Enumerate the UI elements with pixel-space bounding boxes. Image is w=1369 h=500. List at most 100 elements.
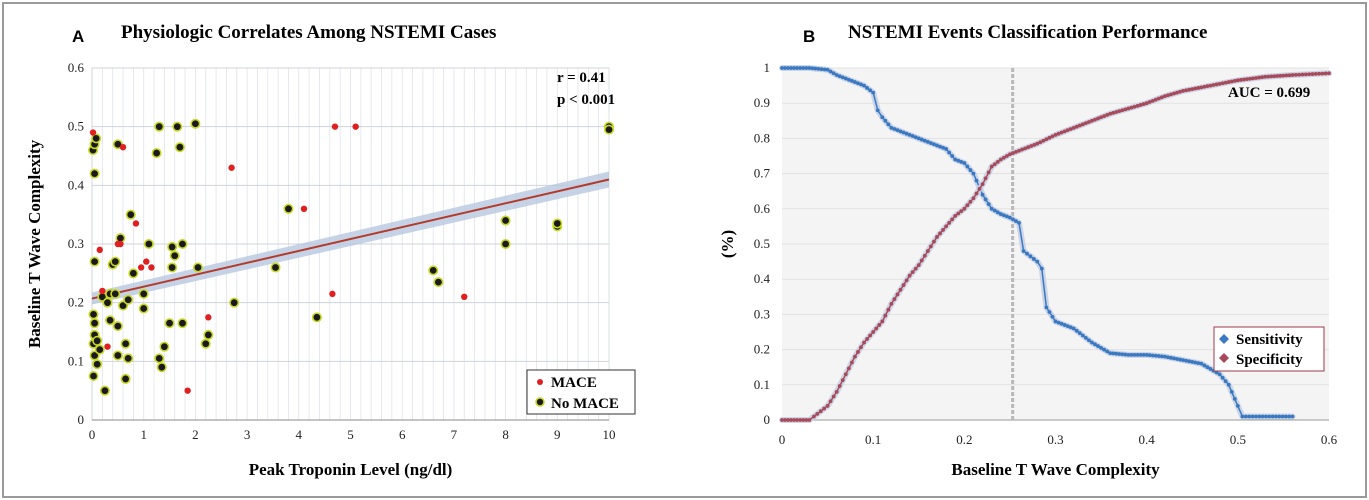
specificity-point <box>1190 87 1195 92</box>
specificity-point <box>1323 71 1328 76</box>
specificity-point <box>1102 114 1107 119</box>
x-tick-label: 5 <box>347 427 354 442</box>
x-tick-label: 8 <box>502 427 509 442</box>
mace-point <box>137 264 145 271</box>
specificity-point <box>1132 104 1137 109</box>
specificity-point <box>1123 107 1128 112</box>
y-tick-label: 0.9 <box>754 95 770 110</box>
y-tick-label: 0.4 <box>754 271 771 286</box>
sensitivity-point <box>1035 259 1040 264</box>
sensitivity-point <box>1105 349 1110 354</box>
sensitivity-point <box>1277 414 1282 419</box>
specificity-point <box>871 330 876 334</box>
x-tick-label: 10 <box>603 427 616 442</box>
sensitivity-point <box>1181 358 1186 363</box>
specificity-point <box>959 209 964 214</box>
sensitivity-point <box>1156 354 1161 358</box>
specificity-point <box>1166 93 1170 98</box>
no-mace-point <box>151 148 162 159</box>
chart-a-title: Physiologic Correlates Among NSTEMI Case… <box>121 22 497 43</box>
specificity-point <box>1327 71 1331 76</box>
no-mace-point <box>311 312 322 323</box>
specificity-point <box>1093 117 1097 122</box>
sensitivity-point <box>859 82 863 87</box>
sensitivity-point <box>1077 331 1082 336</box>
specificity-point <box>1087 120 1091 124</box>
y-tick-label: 0.6 <box>754 201 771 216</box>
sensitivity-point <box>925 140 930 144</box>
x-axis-label: Peak Troponin Level (ng/dl) <box>249 460 453 479</box>
mace-point <box>331 123 339 130</box>
sensitivity-point <box>813 66 818 71</box>
no-mace-point <box>99 385 110 396</box>
sensitivity-point <box>1178 357 1182 362</box>
specificity-point <box>1184 88 1189 93</box>
sensitivity-point <box>1287 414 1292 419</box>
sensitivity-point <box>1141 352 1146 357</box>
x-tick-label: 0.2 <box>956 432 972 447</box>
mace-point <box>461 293 468 300</box>
specificity-point <box>916 263 921 268</box>
sensitivity-point <box>868 88 873 93</box>
no-mace-point <box>154 353 165 364</box>
specificity-point <box>1053 132 1058 137</box>
specificity-point <box>1135 103 1140 108</box>
specificity-point <box>925 249 930 253</box>
sensitivity-point <box>919 137 924 142</box>
sensitivity-point <box>1284 414 1288 419</box>
specificity-point <box>1245 77 1249 82</box>
x-tick-label: 0 <box>89 427 96 442</box>
specificity-point <box>944 224 948 229</box>
specificity-point <box>1175 90 1179 95</box>
specificity-point <box>1159 95 1164 100</box>
specificity-point <box>1202 84 1207 89</box>
sensitivity-point <box>995 210 1000 215</box>
specificity-point <box>904 278 909 283</box>
specificity-point <box>913 266 918 271</box>
x-tick-label: 2 <box>192 427 199 442</box>
sensitivity-point <box>1129 352 1134 357</box>
sensitivity-point <box>883 118 888 123</box>
x-tick-label: 6 <box>399 427 406 442</box>
sensitivity-point <box>1071 326 1076 331</box>
specificity-point <box>1263 74 1268 79</box>
specificity-point <box>1008 152 1012 157</box>
specificity-point <box>983 176 988 181</box>
sensitivity-point <box>1166 355 1170 360</box>
sensitivity-point <box>998 212 1003 216</box>
specificity-point <box>1156 96 1161 101</box>
no-mace-point <box>159 341 170 352</box>
mace-point <box>329 290 336 298</box>
specificity-point <box>1011 151 1015 155</box>
specificity-point <box>968 199 973 204</box>
sensitivity-point <box>944 147 948 151</box>
sensitivity-point <box>929 141 933 145</box>
specificity-point <box>1320 71 1325 76</box>
mace-point <box>143 258 150 265</box>
specificity-point <box>1193 86 1198 91</box>
y-tick-label: 0 <box>764 412 771 427</box>
specificity-point <box>1129 105 1134 110</box>
no-mace-point <box>164 318 175 329</box>
no-mace-point <box>177 239 188 250</box>
specificity-point <box>853 354 857 359</box>
mace-point <box>148 264 155 271</box>
specificity-point <box>880 319 885 324</box>
sensitivity-point <box>880 115 885 120</box>
specificity-point <box>1032 142 1037 147</box>
y-tick-label: 0 <box>78 412 85 427</box>
specificity-point <box>1111 110 1116 115</box>
sensitivity-point <box>1074 328 1079 333</box>
sensitivity-point <box>1247 414 1252 419</box>
no-mace-point <box>270 262 281 273</box>
no-mace-point <box>203 329 214 340</box>
sensitivity-point <box>834 73 839 77</box>
specificity-point <box>1287 73 1292 78</box>
sensitivity-point <box>1021 249 1026 253</box>
y-tick-label: 0.4 <box>68 177 85 192</box>
mace-point <box>352 123 359 130</box>
sensitivity-point <box>840 75 845 80</box>
specificity-point <box>922 253 927 258</box>
